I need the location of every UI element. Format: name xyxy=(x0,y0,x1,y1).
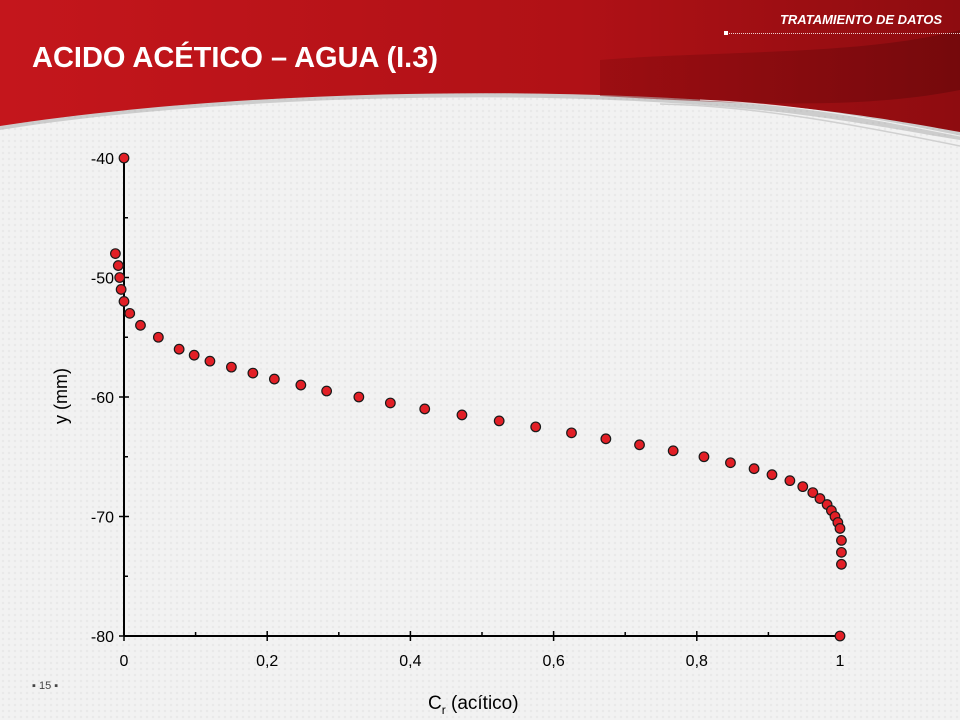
y-tick-label: -80 xyxy=(91,629,114,646)
section-divider xyxy=(726,33,960,34)
data-point xyxy=(247,367,259,379)
header-highlight-line xyxy=(659,103,960,147)
data-point xyxy=(784,475,796,487)
data-point xyxy=(135,319,146,331)
header-highlight-line-2 xyxy=(699,99,960,137)
data-point xyxy=(634,439,645,451)
y-tick-label: -60 xyxy=(91,390,114,407)
x-tick-label: 0,6 xyxy=(542,653,564,670)
data-point xyxy=(112,260,124,271)
data-point xyxy=(766,469,778,481)
data-point xyxy=(321,385,333,397)
data-point xyxy=(456,409,468,421)
data-point xyxy=(748,463,760,475)
data-point xyxy=(836,558,847,570)
data-point xyxy=(493,415,505,427)
chart-axis-labels: Cr (acítico) y (mm) xyxy=(51,368,519,717)
x-tick-label: 0,8 xyxy=(686,653,708,670)
data-point xyxy=(152,331,164,343)
data-point xyxy=(836,535,847,546)
data-point xyxy=(114,272,126,283)
data-point xyxy=(118,152,130,164)
x-axis-label: Cr (acítico) xyxy=(428,693,519,717)
data-point xyxy=(834,630,846,642)
header-banner xyxy=(0,0,960,147)
y-tick-label: -70 xyxy=(91,510,114,527)
data-point xyxy=(295,379,307,391)
data-point xyxy=(836,546,847,558)
data-point xyxy=(698,451,710,463)
data-point xyxy=(667,445,679,457)
data-point xyxy=(268,373,280,385)
data-point xyxy=(725,457,736,469)
data-point xyxy=(225,361,237,373)
slide-title: ACIDO ACÉTICO – AGUA (I.3) xyxy=(32,42,439,74)
y-tick-label: -40 xyxy=(91,151,114,168)
y-tick-label: -50 xyxy=(91,271,114,288)
data-point xyxy=(124,307,136,319)
chart-axes xyxy=(123,158,840,637)
data-point xyxy=(797,481,809,493)
header-dark-swoosh xyxy=(600,30,960,104)
data-point xyxy=(834,523,846,534)
data-point xyxy=(188,349,200,361)
data-point xyxy=(110,248,121,260)
data-point xyxy=(353,391,365,403)
data-point xyxy=(419,403,431,415)
x-tick-label: 1 xyxy=(836,653,845,670)
data-point xyxy=(204,355,216,367)
chart-points xyxy=(110,152,847,642)
data-point xyxy=(530,421,542,433)
data-point xyxy=(173,343,185,355)
data-point xyxy=(115,284,127,295)
x-tick-label: 0,2 xyxy=(256,653,278,670)
data-point xyxy=(566,427,577,439)
x-tick-label: 0,4 xyxy=(399,653,421,670)
chart-ticks: -40 -50 -60 -70 -80 0 0,2 0,4 0,6 0,8 1 xyxy=(91,151,845,670)
data-point xyxy=(384,397,396,409)
x-tick-label: 0 xyxy=(120,653,129,670)
page-number: 15 xyxy=(32,680,58,692)
section-label: TRATAMIENTO DE DATOS xyxy=(779,12,942,27)
data-point xyxy=(118,296,130,307)
data-point xyxy=(600,433,612,445)
data-point xyxy=(807,487,819,499)
y-axis-label: y (mm) xyxy=(51,368,71,424)
data-point xyxy=(814,493,826,504)
